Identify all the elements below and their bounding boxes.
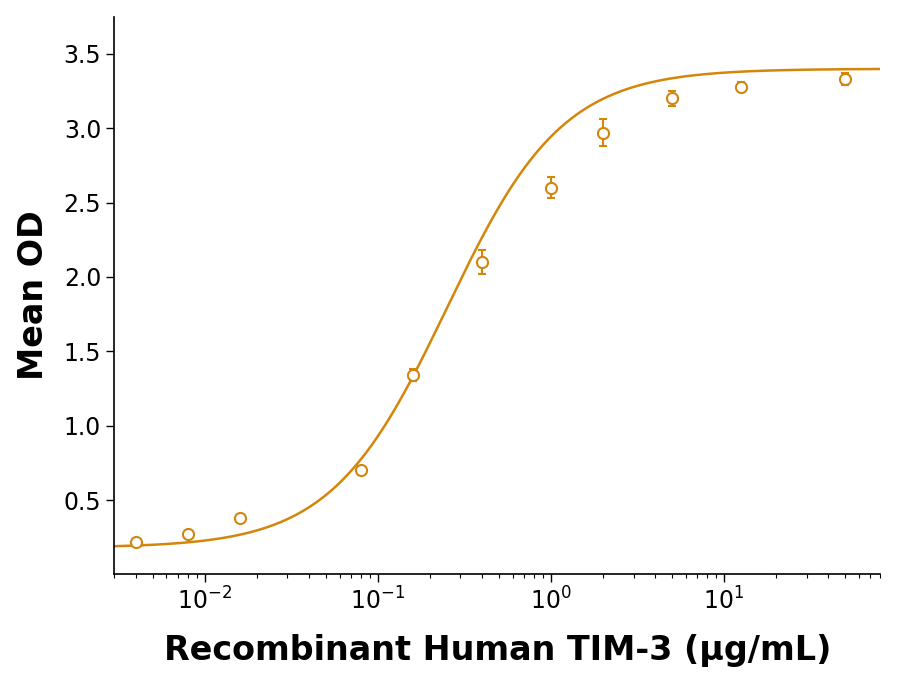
Y-axis label: Mean OD: Mean OD [17,211,49,380]
X-axis label: Recombinant Human TIM-3 (μg/mL): Recombinant Human TIM-3 (μg/mL) [163,634,831,668]
